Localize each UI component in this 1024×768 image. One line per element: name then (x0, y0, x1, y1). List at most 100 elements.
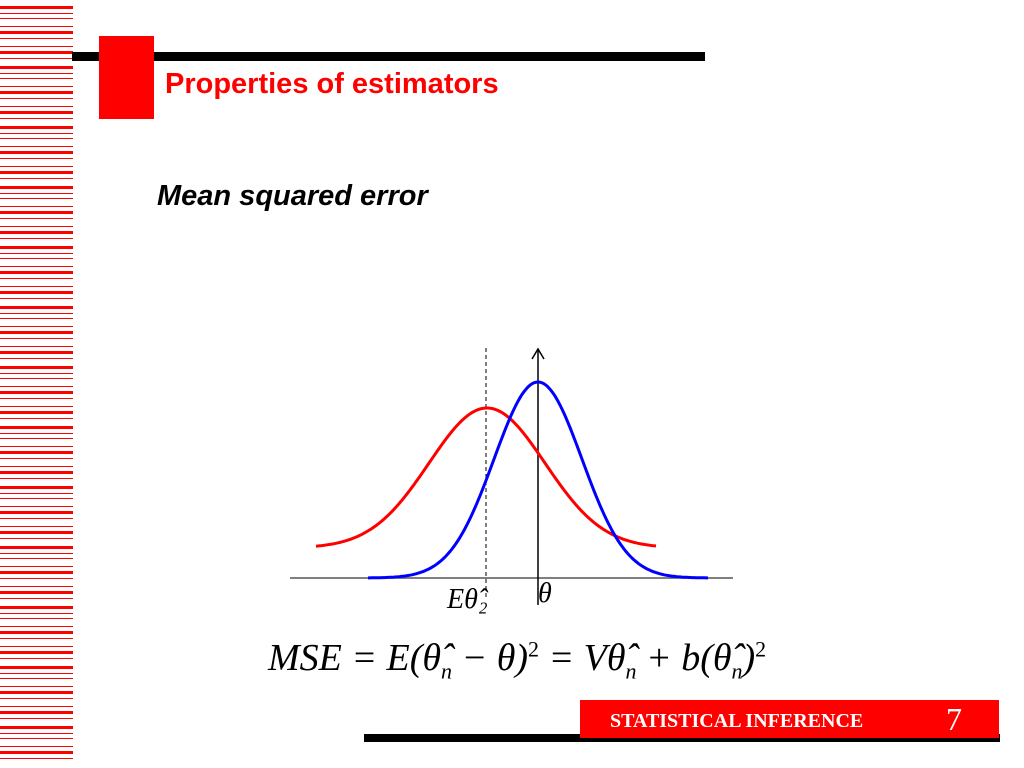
stripe (0, 313, 73, 314)
formula-part: θ̂ (422, 637, 442, 679)
stripe (0, 391, 73, 394)
stripe (0, 211, 73, 214)
stripe (0, 178, 73, 179)
stripe (0, 506, 73, 507)
formula-part: − θ) (452, 637, 529, 679)
stripe (0, 451, 73, 454)
formula-part: n (625, 658, 637, 684)
stripe (0, 438, 73, 439)
stripe (0, 433, 73, 434)
title-accent-block (99, 36, 154, 119)
stripe (0, 398, 73, 399)
stripe (0, 258, 73, 259)
stripe (0, 638, 73, 639)
stripe (0, 546, 73, 549)
footer-banner: STATISTICAL INFERENCE 7 (580, 700, 999, 738)
stripe (0, 571, 73, 574)
stripe (0, 526, 73, 527)
decorative-stripes (0, 6, 73, 759)
stripe (0, 111, 73, 114)
stripe (0, 298, 73, 299)
stripe (0, 171, 73, 174)
slide-subtitle: Mean squared error (157, 180, 428, 212)
stripe (0, 86, 73, 87)
stripe (0, 406, 73, 407)
stripe (0, 106, 73, 107)
stripe (0, 78, 73, 79)
stripe (0, 498, 73, 499)
formula-part: n (731, 658, 743, 684)
stripe (0, 378, 73, 379)
stripe (0, 51, 73, 54)
stripe (0, 626, 73, 627)
top-bar (72, 52, 705, 61)
stripe (0, 673, 73, 674)
stripe (0, 566, 73, 567)
slide-title: Properties of estimators (165, 68, 499, 100)
stripe (0, 738, 73, 739)
stripe (0, 618, 73, 619)
stripe (0, 38, 73, 39)
stripe (0, 6, 73, 9)
stripe (0, 73, 73, 74)
stripe (0, 698, 73, 699)
stripe (0, 646, 73, 647)
stripe (0, 678, 73, 679)
stripe (0, 133, 73, 134)
stripe (0, 511, 73, 514)
stripe (0, 318, 73, 319)
stripe (0, 331, 73, 334)
stripe (0, 458, 73, 459)
stripe (0, 306, 73, 309)
stripe (0, 478, 73, 479)
stripe (0, 386, 73, 387)
stripe (0, 91, 73, 94)
stripe (0, 286, 73, 287)
stripe (0, 193, 73, 194)
stripe (0, 486, 73, 489)
stripe (0, 346, 73, 347)
stripe (0, 531, 73, 534)
formula-part: 2 (528, 636, 540, 662)
stripe (0, 686, 73, 687)
stripe (0, 326, 73, 327)
stripe (0, 198, 73, 199)
stripe (0, 31, 73, 34)
stripe (0, 706, 73, 707)
stripe (0, 338, 73, 339)
bottom-bar (364, 734, 1000, 742)
stripe (0, 426, 73, 429)
stripe (0, 98, 73, 99)
stripe (0, 238, 73, 239)
stripe (0, 166, 73, 167)
stripe (0, 46, 73, 47)
stripe (0, 186, 73, 189)
stripe (0, 718, 73, 719)
stripe (0, 578, 73, 579)
stripe (0, 558, 73, 559)
stripe (0, 631, 73, 634)
stripe (0, 146, 73, 147)
stripe (0, 518, 73, 519)
formula-part: θ̂ (712, 637, 732, 679)
stripe (0, 658, 73, 659)
stripe (0, 691, 73, 694)
formula-part: ) (742, 637, 756, 679)
stripe (0, 253, 73, 254)
stripe (0, 158, 73, 159)
blue-distribution-curve (368, 380, 708, 580)
stripe (0, 118, 73, 119)
formula-part: + b( (636, 637, 713, 679)
stripe (0, 553, 73, 554)
stripe (0, 586, 73, 587)
red-distribution-curve (315, 406, 657, 548)
stripe (0, 13, 73, 14)
stripe (0, 218, 73, 219)
stripe (0, 651, 73, 654)
theta-label: θ (538, 578, 552, 609)
stripe (0, 733, 73, 734)
stripe (0, 538, 73, 539)
formula-part: MSE = E( (268, 637, 423, 679)
stripe (0, 358, 73, 359)
